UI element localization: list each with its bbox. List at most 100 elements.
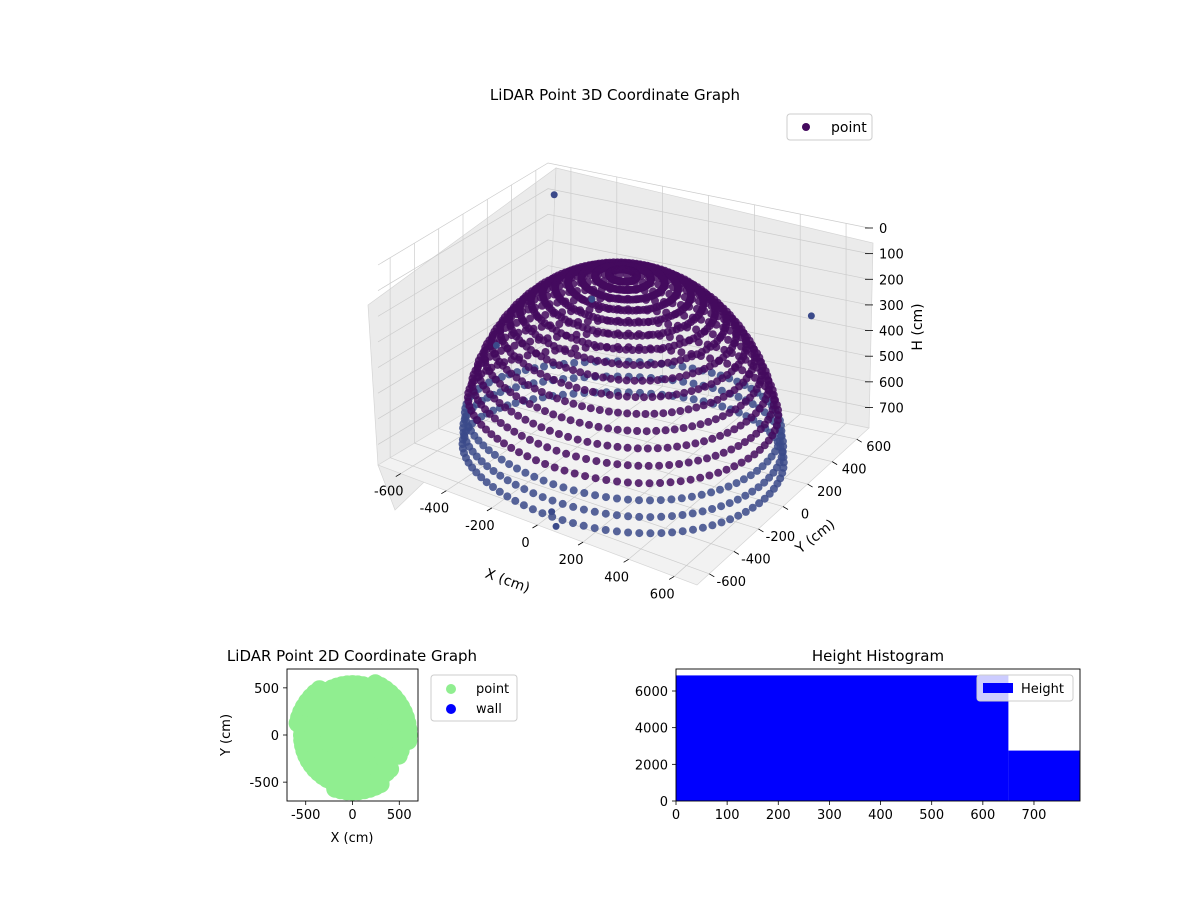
x-tick-label-hist: 100 (715, 808, 740, 823)
x-tick-label-3d: -200 (465, 519, 495, 534)
dome-point (570, 469, 579, 478)
dome-point (512, 373, 521, 382)
y-tick-label-hist: 2000 (635, 758, 668, 773)
dome-point (594, 422, 603, 431)
dome-point (529, 489, 538, 498)
point-cloud (458, 258, 788, 538)
dome-point (575, 418, 584, 427)
dome-point (727, 445, 736, 454)
dome-point (621, 331, 630, 340)
dome-point (718, 402, 727, 411)
y-axis-label-3d: Y (cm) (792, 517, 838, 558)
dome-point (580, 489, 589, 497)
dome-point (612, 511, 621, 520)
dome-point (703, 454, 711, 463)
dome-point (643, 360, 652, 369)
dome-point (646, 513, 655, 522)
dome-point (632, 409, 641, 418)
plot-frame-hist (675, 668, 1081, 802)
dome-point (641, 410, 650, 418)
dome-point (511, 399, 520, 407)
legend-hist-label: Height (1021, 682, 1064, 697)
stray-point (492, 341, 500, 349)
dome-point (572, 383, 581, 392)
dome-point (623, 426, 632, 435)
dome-point (593, 356, 602, 365)
dome-point (730, 462, 739, 471)
legend-3d-box (786, 113, 873, 141)
dome-point (506, 388, 515, 397)
dome-point (614, 375, 623, 384)
dome-point (732, 479, 741, 488)
dome-point (758, 462, 767, 471)
dome-point (530, 366, 539, 375)
dome-point (590, 507, 599, 516)
z-tick-label-3d: 200 (879, 273, 904, 288)
legend-3d-marker (802, 123, 810, 131)
y-tick-mark-3d (733, 551, 740, 555)
dome-point (678, 511, 687, 519)
dome-point (501, 403, 510, 412)
x-tick-label-3d: -400 (420, 502, 450, 517)
dome-point (638, 376, 647, 385)
dome-point (538, 509, 547, 518)
dome-point (573, 435, 582, 444)
dome-point (613, 442, 622, 451)
dome-point (687, 387, 696, 396)
dome-point (755, 499, 764, 508)
stray-point (552, 522, 560, 530)
dome-point (505, 460, 514, 469)
dome-point (624, 528, 633, 537)
dome-point (597, 389, 606, 398)
dome-point (584, 339, 593, 348)
y-tick-label-hist: 0 (660, 795, 668, 810)
dome-point (646, 496, 654, 505)
chart-2d: LiDAR Point 2D Coordinate Graph -500 0 500… (219, 647, 518, 846)
dome-point (561, 397, 569, 406)
dome-point (734, 511, 743, 520)
dome-point (682, 441, 691, 450)
dome-point (716, 431, 725, 440)
dome-point (623, 409, 632, 418)
dome-point (582, 455, 591, 463)
dome-point (510, 341, 519, 350)
dome-point (701, 382, 710, 391)
dome-point (602, 458, 611, 467)
chart-2d-title: LiDAR Point 2D Coordinate Graph (227, 647, 477, 665)
x-tick-mark-3d (441, 490, 447, 495)
dome-point (682, 371, 691, 380)
y-tick-label-hist: 6000 (635, 685, 668, 700)
dome-point (503, 476, 512, 485)
dome-point (534, 439, 543, 448)
dome-point (699, 401, 708, 410)
dome-point (656, 496, 665, 505)
dome-point (663, 443, 672, 452)
dome-point (609, 344, 618, 353)
x-axis-label-2d: X (cm) (331, 831, 374, 846)
dome-point (650, 360, 659, 369)
stray-points (492, 191, 815, 530)
dome-point (763, 457, 772, 466)
dome-point (718, 412, 727, 421)
dome-point (657, 512, 666, 521)
dome-point (694, 385, 703, 394)
chart-3d: LiDAR Point 3D Coordinate Graph -600 -400… (367, 86, 926, 602)
histogram-bars (676, 675, 1080, 801)
dome-point (525, 400, 534, 408)
dome-point (705, 471, 714, 480)
x-tick-label-2d: 0 (348, 808, 356, 823)
dome-point (675, 460, 684, 468)
dome-point (507, 443, 516, 452)
dome-point (713, 395, 722, 404)
dome-point (752, 429, 761, 438)
dome-point (590, 524, 599, 533)
dome-point (648, 393, 657, 401)
dome-point (520, 485, 529, 494)
dome-point (666, 478, 675, 487)
dome-point (647, 345, 656, 354)
dome-point (591, 474, 600, 483)
dome-point (564, 432, 573, 441)
dome-point (707, 368, 716, 377)
dome-point (622, 360, 631, 369)
